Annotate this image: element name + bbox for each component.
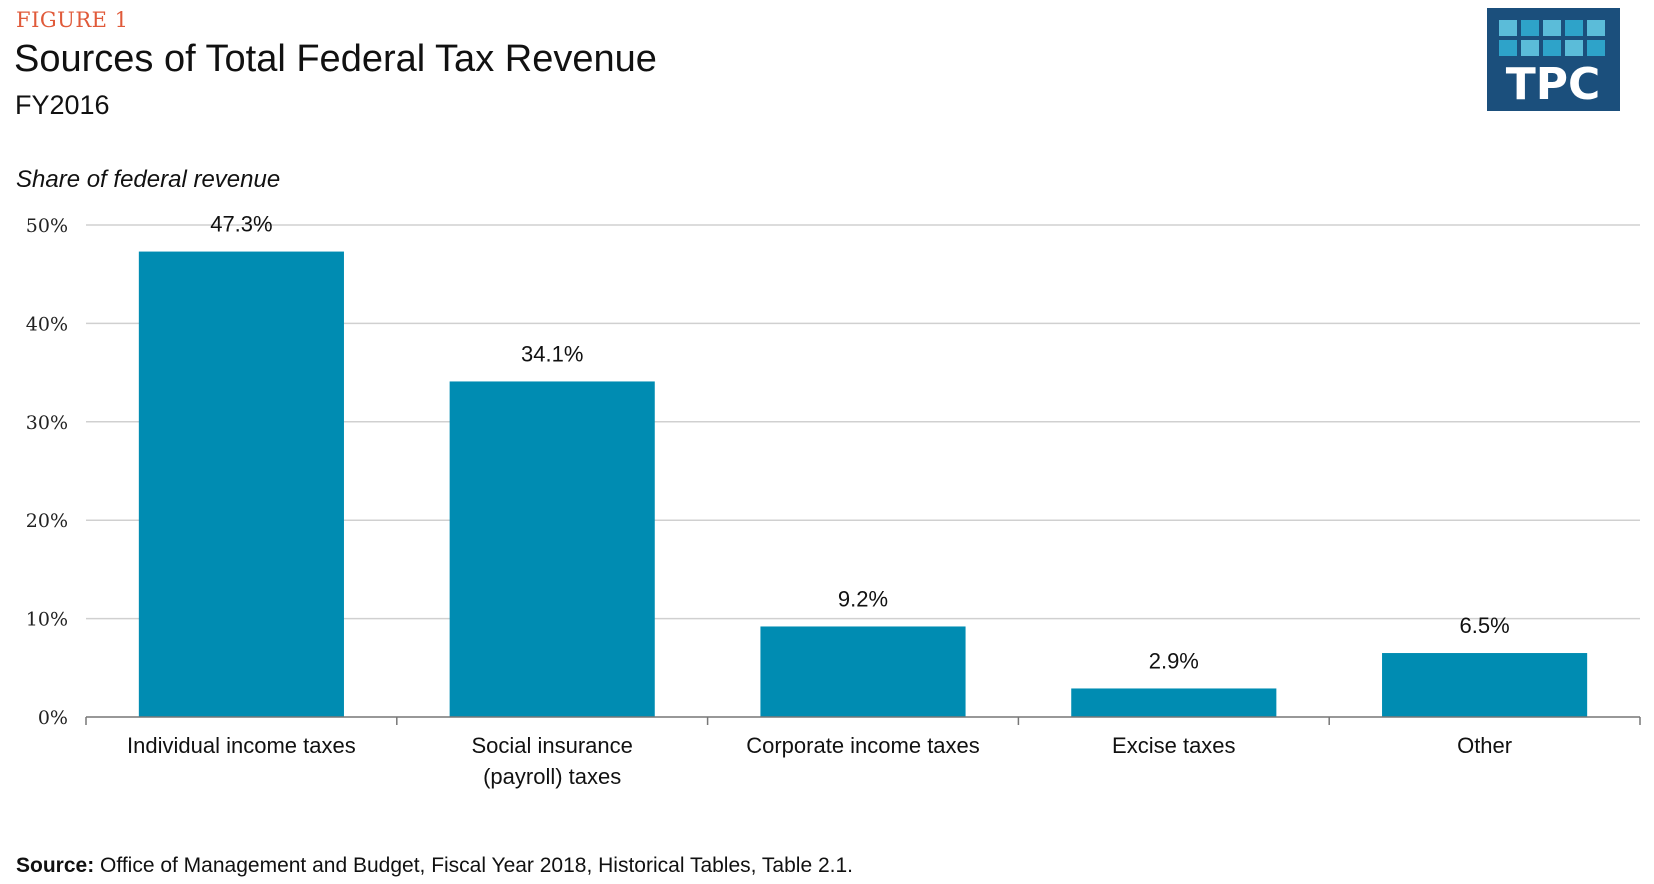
- x-tick-label: Other: [1457, 733, 1512, 758]
- x-tick-label-line: Excise taxes: [1112, 733, 1236, 758]
- y-axis-label: Share of federal revenue: [16, 166, 281, 193]
- bar: [760, 626, 966, 717]
- x-tick-label: Excise taxes: [1112, 733, 1236, 758]
- x-tick-label-line: Individual income taxes: [127, 733, 356, 758]
- gridlines: [86, 224, 1640, 620]
- x-tick-labels: Individual income taxes Social insurance (…: [127, 733, 1512, 789]
- x-tick-label-line: Other: [1457, 733, 1512, 758]
- logo-tile: [1499, 20, 1517, 36]
- bar-chart: 0% 10% 20% 30% 40% 50% 47.3% 34.1% 9.2% 2.9% 6.5%…: [26, 212, 1641, 789]
- data-label: 6.5%: [1460, 613, 1510, 638]
- logo-tile: [1587, 40, 1605, 56]
- logo-tile: [1565, 40, 1583, 56]
- x-tick-label: Individual income taxes: [127, 733, 356, 758]
- logo-tile: [1565, 20, 1583, 36]
- y-tick-label: 30%: [26, 412, 68, 434]
- y-tick-label: 50%: [26, 215, 68, 237]
- logo-tile: [1587, 20, 1605, 36]
- source-label: Source:: [16, 854, 95, 877]
- data-label: 2.9%: [1149, 648, 1199, 673]
- data-labels: 47.3% 34.1% 9.2% 2.9% 6.5%: [210, 212, 1509, 674]
- bar: [449, 381, 655, 717]
- y-tick-label: 20%: [26, 510, 68, 532]
- logo-tile: [1521, 20, 1539, 36]
- chart-title: Sources of Total Federal Tax Revenue: [14, 38, 657, 80]
- y-tick-label: 0%: [38, 707, 68, 729]
- figure-label: FIGURE 1: [16, 8, 129, 32]
- x-axis: [85, 716, 1641, 725]
- logo-tile: [1499, 40, 1517, 56]
- data-label: 9.2%: [838, 586, 888, 611]
- logo-text: TPC: [1506, 59, 1601, 110]
- y-tick-label: 40%: [26, 313, 68, 335]
- logo-tiles: [1499, 20, 1605, 56]
- bars: [138, 251, 1588, 717]
- x-tick-label: Social insurance (payroll) taxes: [471, 733, 632, 789]
- y-tick-label: 10%: [26, 609, 68, 631]
- tpc-logo: TPC: [1487, 8, 1620, 111]
- bar: [138, 251, 344, 717]
- chart-subtitle: FY2016: [15, 90, 110, 120]
- data-label: 47.3%: [210, 212, 272, 237]
- logo-tile: [1543, 40, 1561, 56]
- logo-tile: [1521, 40, 1539, 56]
- y-ticks: 0% 10% 20% 30% 40% 50%: [26, 215, 68, 729]
- bar: [1382, 653, 1588, 717]
- x-tick-label-line: Corporate income taxes: [746, 733, 980, 758]
- logo-tile: [1543, 20, 1561, 36]
- source-note: Source: Office of Management and Budget,…: [16, 854, 853, 878]
- bar: [1071, 688, 1277, 717]
- source-text: Office of Management and Budget, Fiscal …: [100, 854, 853, 877]
- x-tick-label: Corporate income taxes: [746, 733, 980, 758]
- data-label: 34.1%: [521, 341, 583, 366]
- x-tick-label-line: (payroll) taxes: [483, 764, 621, 789]
- x-tick-label-line: Social insurance: [471, 733, 632, 758]
